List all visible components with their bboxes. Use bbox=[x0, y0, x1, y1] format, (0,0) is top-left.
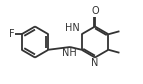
Text: O: O bbox=[91, 5, 99, 16]
Text: N: N bbox=[91, 58, 99, 68]
Text: F: F bbox=[9, 29, 14, 39]
Text: NH: NH bbox=[62, 47, 77, 58]
Text: HN: HN bbox=[65, 23, 80, 33]
